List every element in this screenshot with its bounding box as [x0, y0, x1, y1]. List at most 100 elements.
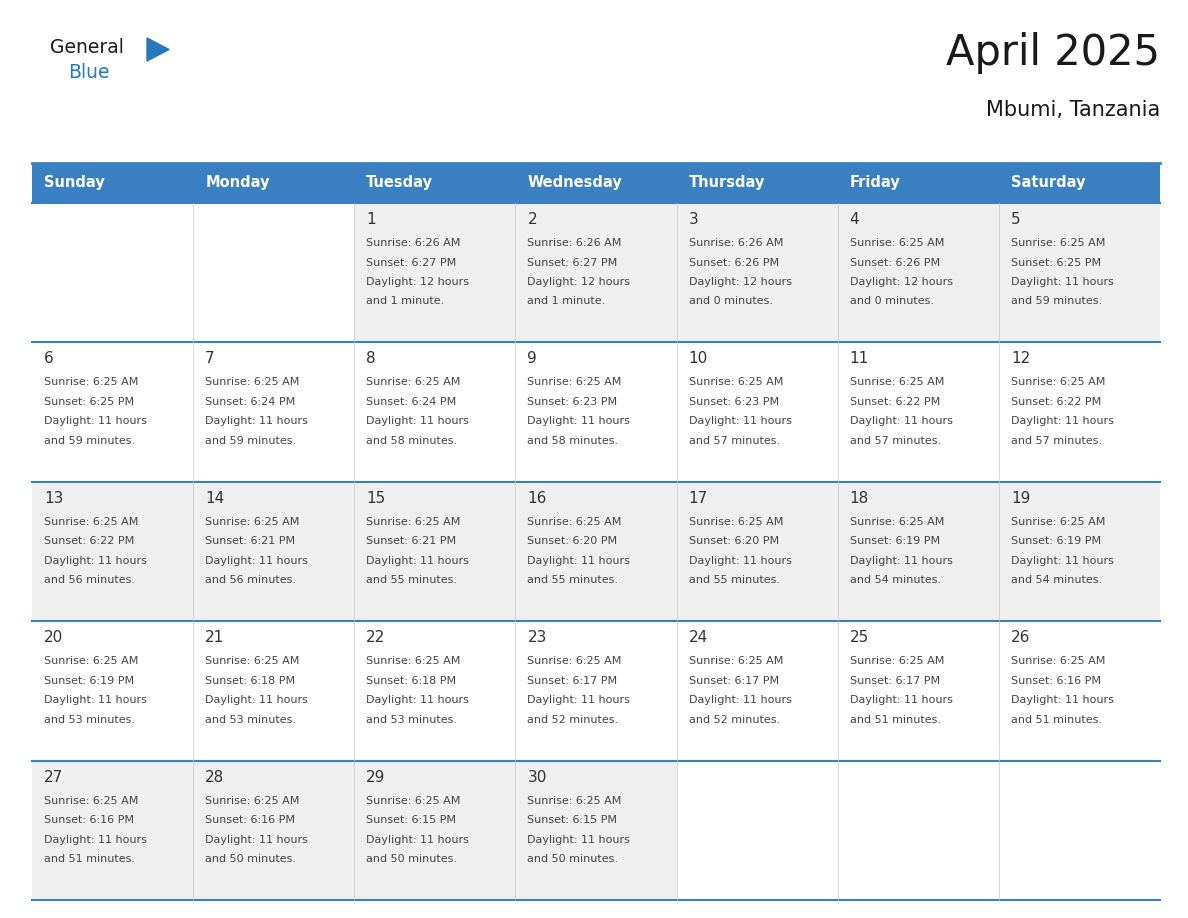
Text: 11: 11	[849, 352, 868, 366]
Text: Friday: Friday	[849, 175, 901, 191]
Text: Daylight: 11 hours: Daylight: 11 hours	[44, 555, 147, 565]
Text: and 57 minutes.: and 57 minutes.	[689, 436, 779, 446]
Text: Sunset: 6:16 PM: Sunset: 6:16 PM	[44, 815, 134, 825]
Text: Sunset: 6:20 PM: Sunset: 6:20 PM	[527, 536, 618, 546]
Text: Sunset: 6:17 PM: Sunset: 6:17 PM	[849, 676, 940, 686]
Text: Sunset: 6:17 PM: Sunset: 6:17 PM	[689, 676, 778, 686]
Text: and 55 minutes.: and 55 minutes.	[366, 576, 457, 586]
Polygon shape	[147, 38, 169, 61]
Text: and 50 minutes.: and 50 minutes.	[206, 854, 296, 864]
Text: Daylight: 11 hours: Daylight: 11 hours	[1011, 695, 1113, 705]
Text: Daylight: 11 hours: Daylight: 11 hours	[1011, 555, 1113, 565]
Text: Daylight: 11 hours: Daylight: 11 hours	[366, 834, 469, 845]
Text: Sunrise: 6:25 AM: Sunrise: 6:25 AM	[527, 656, 621, 666]
Text: Sunday: Sunday	[44, 175, 105, 191]
Text: 3: 3	[689, 212, 699, 227]
Text: 9: 9	[527, 352, 537, 366]
Text: Monday: Monday	[206, 175, 270, 191]
Text: and 54 minutes.: and 54 minutes.	[849, 576, 941, 586]
Text: Daylight: 11 hours: Daylight: 11 hours	[206, 417, 308, 426]
Text: 22: 22	[366, 630, 386, 645]
Text: Daylight: 12 hours: Daylight: 12 hours	[849, 277, 953, 287]
Text: 5: 5	[1011, 212, 1020, 227]
Bar	[516, 203, 677, 342]
Text: and 57 minutes.: and 57 minutes.	[1011, 436, 1102, 446]
Text: 4: 4	[849, 212, 859, 227]
Bar	[194, 342, 354, 482]
Text: Sunrise: 6:25 AM: Sunrise: 6:25 AM	[849, 656, 944, 666]
Text: and 53 minutes.: and 53 minutes.	[366, 715, 457, 724]
Text: and 1 minute.: and 1 minute.	[527, 297, 606, 307]
Text: Sunrise: 6:25 AM: Sunrise: 6:25 AM	[366, 656, 461, 666]
Text: Sunset: 6:22 PM: Sunset: 6:22 PM	[1011, 397, 1101, 407]
Text: Sunrise: 6:25 AM: Sunrise: 6:25 AM	[206, 796, 299, 806]
Text: and 56 minutes.: and 56 minutes.	[44, 576, 135, 586]
Text: Sunset: 6:19 PM: Sunset: 6:19 PM	[1011, 536, 1101, 546]
Text: 19: 19	[1011, 491, 1030, 506]
Text: Daylight: 11 hours: Daylight: 11 hours	[527, 834, 631, 845]
Text: Sunset: 6:26 PM: Sunset: 6:26 PM	[849, 258, 940, 267]
Text: Daylight: 11 hours: Daylight: 11 hours	[689, 695, 791, 705]
Text: Sunrise: 6:25 AM: Sunrise: 6:25 AM	[1011, 656, 1105, 666]
Text: Sunset: 6:25 PM: Sunset: 6:25 PM	[1011, 258, 1101, 267]
Bar	[32, 342, 194, 482]
Bar	[677, 342, 838, 482]
Bar	[354, 203, 516, 342]
Text: Sunset: 6:27 PM: Sunset: 6:27 PM	[527, 258, 618, 267]
Text: Daylight: 12 hours: Daylight: 12 hours	[689, 277, 791, 287]
Text: Sunset: 6:16 PM: Sunset: 6:16 PM	[1011, 676, 1101, 686]
Text: Sunrise: 6:26 AM: Sunrise: 6:26 AM	[689, 238, 783, 248]
Text: and 56 minutes.: and 56 minutes.	[206, 576, 296, 586]
Text: and 1 minute.: and 1 minute.	[366, 297, 444, 307]
Text: Daylight: 11 hours: Daylight: 11 hours	[206, 695, 308, 705]
Text: and 51 minutes.: and 51 minutes.	[1011, 715, 1101, 724]
Text: Sunrise: 6:25 AM: Sunrise: 6:25 AM	[44, 796, 138, 806]
Text: 26: 26	[1011, 630, 1030, 645]
Bar	[354, 482, 516, 621]
Bar	[32, 203, 194, 342]
Text: Daylight: 11 hours: Daylight: 11 hours	[206, 834, 308, 845]
Text: Sunrise: 6:25 AM: Sunrise: 6:25 AM	[366, 517, 461, 527]
Bar	[677, 621, 838, 761]
Text: 29: 29	[366, 769, 386, 785]
Text: Daylight: 11 hours: Daylight: 11 hours	[689, 555, 791, 565]
Text: and 52 minutes.: and 52 minutes.	[689, 715, 779, 724]
Text: Daylight: 11 hours: Daylight: 11 hours	[44, 417, 147, 426]
Text: 16: 16	[527, 491, 546, 506]
Text: Sunset: 6:22 PM: Sunset: 6:22 PM	[44, 536, 134, 546]
Text: Sunrise: 6:25 AM: Sunrise: 6:25 AM	[44, 517, 138, 527]
Text: 21: 21	[206, 630, 225, 645]
Bar	[516, 482, 677, 621]
Text: 23: 23	[527, 630, 546, 645]
Text: 1: 1	[366, 212, 375, 227]
Text: Sunrise: 6:25 AM: Sunrise: 6:25 AM	[44, 377, 138, 387]
Text: and 55 minutes.: and 55 minutes.	[689, 576, 779, 586]
Text: Sunrise: 6:25 AM: Sunrise: 6:25 AM	[206, 656, 299, 666]
Bar	[838, 761, 999, 900]
Bar	[677, 203, 838, 342]
Text: Daylight: 11 hours: Daylight: 11 hours	[527, 555, 631, 565]
Bar	[516, 163, 677, 203]
Text: Tuesday: Tuesday	[366, 175, 434, 191]
Bar	[677, 761, 838, 900]
Text: April 2025: April 2025	[946, 32, 1159, 74]
Text: Sunset: 6:19 PM: Sunset: 6:19 PM	[849, 536, 940, 546]
Text: Sunrise: 6:26 AM: Sunrise: 6:26 AM	[366, 238, 461, 248]
Text: Daylight: 11 hours: Daylight: 11 hours	[44, 695, 147, 705]
Text: Sunset: 6:24 PM: Sunset: 6:24 PM	[206, 397, 296, 407]
Text: and 51 minutes.: and 51 minutes.	[44, 854, 135, 864]
Text: and 58 minutes.: and 58 minutes.	[527, 436, 619, 446]
Text: Sunrise: 6:25 AM: Sunrise: 6:25 AM	[849, 377, 944, 387]
Bar	[838, 163, 999, 203]
Text: Wednesday: Wednesday	[527, 175, 623, 191]
Bar	[999, 761, 1159, 900]
Text: Sunrise: 6:26 AM: Sunrise: 6:26 AM	[527, 238, 621, 248]
Bar	[32, 761, 194, 900]
Bar	[194, 621, 354, 761]
Text: and 50 minutes.: and 50 minutes.	[527, 854, 619, 864]
Text: Sunrise: 6:25 AM: Sunrise: 6:25 AM	[527, 796, 621, 806]
Text: 27: 27	[44, 769, 63, 785]
Text: Sunset: 6:23 PM: Sunset: 6:23 PM	[689, 397, 778, 407]
Bar	[999, 203, 1159, 342]
Bar	[838, 342, 999, 482]
